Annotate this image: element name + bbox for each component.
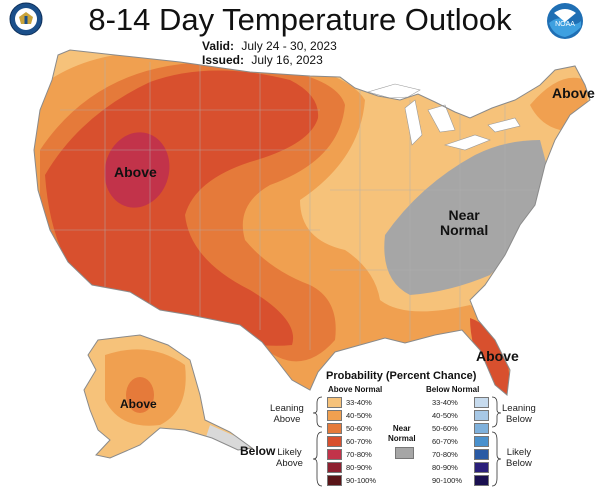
- legend-above-bin-swatch-6: [327, 475, 342, 486]
- label-above-northeast: Above: [552, 85, 595, 101]
- legend-above-bin-label-6: 90-100%: [346, 476, 377, 485]
- legend-below-bin-swatch-1: [474, 410, 489, 421]
- legend-near-header-line1: Near: [392, 424, 411, 433]
- legend-below-bin-swatch-0: [474, 397, 489, 408]
- legend-likely-above-line2: Above: [276, 458, 303, 469]
- legend-below-bin-label-6: 90-100%: [432, 476, 463, 485]
- label-near-normal-line2: Normal: [440, 222, 489, 238]
- valid-dates: Valid: July 24 - 30, 2023: [202, 39, 337, 53]
- label-near-normal-line1: Near: [448, 207, 480, 223]
- issued-label: Issued:: [202, 53, 245, 67]
- legend-likely-below-line1: Likely: [506, 447, 532, 458]
- legend-above-bin-swatch-2: [327, 423, 342, 434]
- legend-below-bin-label-4: 70-80%: [432, 450, 458, 459]
- legend-above-bin-swatch-3: [327, 436, 342, 447]
- legend-above-bin-swatch-1: [327, 410, 342, 421]
- legend-likely-below-line2: Below: [506, 458, 532, 469]
- legend-above-bin-swatch-5: [327, 462, 342, 473]
- legend-above-bin-swatch-4: [327, 449, 342, 460]
- valid-value: July 24 - 30, 2023: [241, 39, 337, 53]
- conus-zone-60-70: [45, 70, 319, 346]
- legend-below-bin-swatch-3: [474, 436, 489, 447]
- label-below-alaska: Below: [240, 444, 276, 458]
- conus-zone-near-normal: [384, 140, 548, 295]
- legend-below-bin-label-5: 80-90%: [432, 463, 458, 472]
- alaska-outline: [83, 334, 254, 459]
- conus-outline: [33, 49, 591, 396]
- legend-below-header: Below Normal: [426, 385, 480, 394]
- legend-leaning-below-line2: Below: [505, 414, 532, 425]
- legend-leaning-below: Leaning Below: [502, 403, 536, 425]
- alaska-zone-near-normal: [205, 425, 252, 452]
- page-title: 8-14 Day Temperature Outlook: [88, 2, 512, 37]
- legend-above-bin-label-2: 50-60%: [346, 424, 372, 433]
- brace-leaning-above: [312, 396, 323, 428]
- conus-zone-florida-60-70: [470, 318, 510, 395]
- legend-above-bin-label-3: 60-70%: [346, 437, 372, 446]
- legend-leaning-below-line1: Leaning: [502, 403, 536, 414]
- legend-leaning-above-line1: Leaning: [270, 403, 304, 414]
- state-boundaries: [40, 60, 540, 350]
- label-above-florida: Above: [476, 348, 519, 364]
- legend-likely-above: Likely Above: [276, 447, 303, 469]
- great-lakes: [366, 83, 521, 151]
- label-near-normal: Near Normal: [440, 208, 488, 238]
- legend-near-swatch: [395, 447, 414, 459]
- legend-below-bin-label-2: 50-60%: [432, 424, 458, 433]
- legend-near-header: Near Normal: [388, 424, 416, 444]
- legend-leaning-above: Leaning Above: [270, 403, 304, 425]
- alaska-zone-50-60: [126, 377, 154, 413]
- legend-leaning-above-line2: Above: [273, 414, 301, 425]
- legend-below-bin-swatch-5: [474, 462, 489, 473]
- legend-below-bin-label-1: 40-50%: [432, 411, 458, 420]
- brace-likely-below: [491, 431, 502, 487]
- legend-likely-above-line1: Likely: [277, 447, 302, 458]
- legend-near-header-line2: Normal: [388, 434, 416, 443]
- brace-likely-above: [312, 431, 323, 487]
- legend-above-header: Above Normal: [328, 385, 383, 394]
- department-of-commerce-seal-icon: [9, 2, 43, 36]
- legend-above-bin-label-5: 80-90%: [346, 463, 372, 472]
- legend-above-bin-label-0: 33-40%: [346, 398, 372, 407]
- issued-date: Issued: July 16, 2023: [202, 53, 323, 67]
- issued-value: July 16, 2023: [251, 53, 323, 67]
- legend-below-bin-swatch-4: [474, 449, 489, 460]
- legend-below-bin-label-3: 60-70%: [432, 437, 458, 446]
- conus-zone-70-80: [104, 132, 170, 208]
- legend-title: Probability (Percent Chance): [326, 370, 477, 382]
- legend-below-bin-swatch-2: [474, 423, 489, 434]
- legend-above-bin-swatch-0: [327, 397, 342, 408]
- valid-label: Valid:: [202, 39, 235, 53]
- noaa-logo-text: NOAA: [555, 21, 575, 28]
- legend-above-bin-label-4: 70-80%: [346, 450, 372, 459]
- legend-below-bin-swatch-6: [474, 475, 489, 486]
- legend-likely-below: Likely Below: [506, 447, 532, 469]
- brace-leaning-below: [491, 396, 502, 428]
- noaa-logo-icon: NOAA: [547, 3, 583, 39]
- legend-below-bin-label-0: 33-40%: [432, 398, 458, 407]
- label-above-west: Above: [114, 164, 157, 180]
- legend-above-bin-label-1: 40-50%: [346, 411, 372, 420]
- label-above-alaska: Above: [120, 397, 157, 411]
